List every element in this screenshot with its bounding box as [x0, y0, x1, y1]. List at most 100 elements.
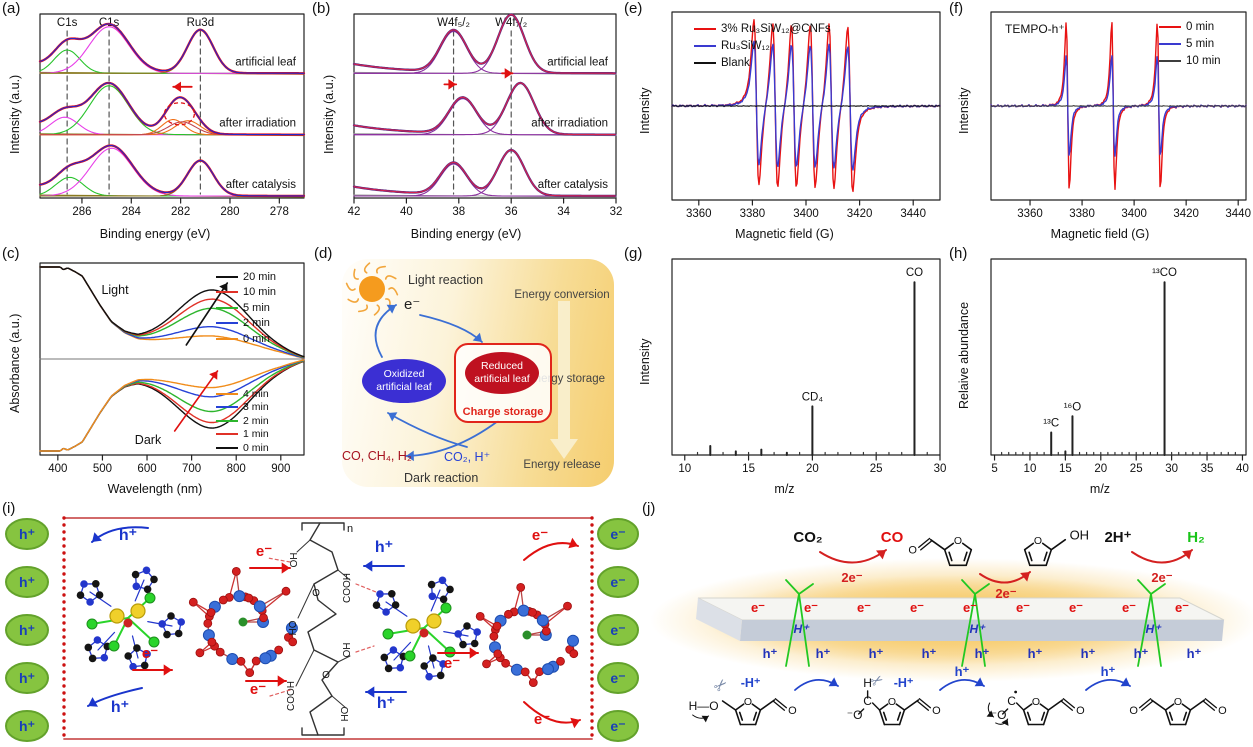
slab-front: [740, 620, 1224, 641]
hole-label: h⁺: [377, 695, 395, 712]
panel-a-ylabel: Intensity (a.u.): [8, 74, 22, 154]
reduced-line2: artificial leaf: [474, 373, 530, 385]
furan-oxygen-label: O: [888, 696, 896, 708]
legend-item: 3 min: [216, 401, 269, 415]
x-tick-label: 38: [452, 206, 465, 218]
electron-label: e⁻: [142, 645, 158, 662]
legend-item: 1 min: [216, 428, 269, 442]
x-tick-label: 900: [271, 463, 290, 475]
hole-carrier: [5, 518, 49, 550]
x-tick-label: 800: [227, 463, 246, 475]
legend-label: Blank: [721, 56, 750, 69]
h2-label: H₂: [1187, 529, 1205, 546]
x-tick-label: 36: [505, 206, 518, 218]
panel-f-letter: (f): [949, 0, 964, 17]
panel-b: (b) 42 40 38 36 34 32 W4f₅/₂ W4f₇/₂ artificial l…: [310, 0, 622, 245]
hole-label: h⁺: [955, 664, 970, 679]
legend-item: 4 min: [216, 387, 269, 401]
slab-hole-label: h⁺: [1028, 646, 1043, 661]
electron-carrier: [597, 662, 639, 694]
panel-a: (a) 286 284 282 280 278 C1s C1s Ru3d artificial …: [0, 0, 310, 245]
oxidized-line1: Oxidized: [383, 368, 425, 381]
x-tick-label: 500: [93, 463, 112, 475]
furan-oxygen-label: O: [1032, 696, 1040, 708]
hole-carrier: [5, 710, 49, 742]
legend-swatch: [216, 392, 238, 395]
panel-g: (g) 10 15 20 25 30 CD₄ CO Intensity m/z: [622, 245, 947, 500]
aldehyde-o-label: O: [1129, 705, 1138, 717]
xps-w4f-chart: 42 40 38 36 34 32 W4f₅/₂ W4f₇/₂ artificial leaf a…: [348, 13, 622, 218]
slab-hole-label: h⁺: [1187, 646, 1202, 661]
slab-hole-label: h⁺: [763, 646, 778, 661]
slab-electron-label: e⁻: [1016, 600, 1030, 615]
x-tick-label: 3440: [1225, 208, 1251, 220]
panel-h: (h) 5 10 15 20 25 30 35 40 ¹³C ¹⁶O ¹³CO Relaive ab…: [947, 245, 1253, 500]
proton-label: H⁺: [1146, 622, 1163, 636]
x-tick-label: 3360: [686, 208, 712, 220]
panel-c-letter: (c): [2, 245, 20, 262]
dark-region-label: Dark: [134, 433, 162, 447]
slab-electron-label: e⁻: [804, 600, 818, 615]
hole-carrier-label: h⁺: [19, 622, 35, 638]
x-tick-label: 600: [137, 463, 156, 475]
hole-carrier: [5, 662, 49, 694]
ru-complex: [372, 576, 482, 681]
slab-hole-label: h⁺: [975, 646, 990, 661]
legend-swatch: [694, 44, 716, 47]
ether-o-label: O: [312, 588, 320, 599]
reduced-line1: Reduced: [480, 360, 524, 373]
legend-item: 5 min: [1159, 35, 1221, 52]
electron-label: e⁻: [250, 681, 266, 698]
legend-swatch: [216, 433, 238, 436]
electron-carrier: [597, 518, 639, 550]
x-tick-label: 40: [400, 206, 413, 218]
panel-b-xlabel: Binding energy (eV): [410, 227, 522, 241]
slab-side: [696, 598, 742, 641]
slab-top: [697, 597, 1225, 621]
legend-label: 3 min: [243, 401, 269, 414]
charge-transfer-diagram: h⁺ h⁺ h⁺ h⁺ h⁺ e⁻ e⁻ e⁻ e⁻ e⁻ n O O OH COOH HO OH COOH HO h…: [5, 516, 639, 742]
hole-carrier-label: h⁺: [19, 718, 35, 734]
x-tick-label: 32: [610, 206, 622, 218]
panel-j: (j) H⁺ H⁺ H⁺ e⁻ e⁻ e⁻ e⁻ e⁻ e⁻ e⁻ e⁻ e⁻ h⁺ h⁺ h⁺ h⁺ h⁺ h⁺…: [640, 500, 1253, 747]
slab-electron-label: e⁻: [1069, 600, 1083, 615]
x-tick-label: 25: [870, 463, 883, 475]
h-label: H: [863, 676, 872, 690]
trace-label: artificial leaf: [547, 56, 609, 68]
slab-hole-label: h⁺: [816, 646, 831, 661]
panel-h-ylabel: Relaive abundance: [957, 301, 971, 409]
x-tick-label: 278: [270, 206, 289, 218]
hole-label: h⁺: [1101, 664, 1116, 679]
aldehyde-o-label: O: [788, 705, 797, 717]
legend-swatch: [694, 27, 716, 30]
x-tick-label: 3420: [847, 208, 873, 220]
panel-h-xlabel: m/z: [1089, 482, 1111, 496]
proton-label: H⁺: [970, 622, 987, 636]
polyoxometalate-cluster: [475, 583, 579, 688]
tempo-annotation: TEMPO-h⁺: [1005, 22, 1065, 36]
legend-swatch: [216, 322, 238, 325]
charge-storage-box: Reduced artificial leaf Charge storage: [454, 343, 552, 423]
x-tick-label: 34: [557, 206, 570, 218]
furan-oxygen-label: O: [954, 535, 962, 547]
x-tick-label: 286: [72, 206, 91, 218]
x-tick-label: 10: [1024, 463, 1037, 475]
x-tick-label: 3400: [1121, 208, 1147, 220]
peak-guide-label: W4f₇/₂: [495, 17, 527, 29]
ru-complex: [76, 566, 185, 671]
slab-hole-label: h⁺: [1081, 646, 1096, 661]
ether-o-label: O: [322, 670, 330, 681]
x-tick-label: 3360: [1017, 208, 1043, 220]
legend-label: 2 min: [243, 317, 270, 330]
electron-carrier: [597, 710, 639, 742]
panel-f-ylabel: Intensity: [957, 87, 971, 134]
legend-swatch: [216, 446, 238, 449]
legend-item: 20 min: [216, 269, 276, 285]
legend-label: 3% Ru₃SiW₁₂@CNFs: [721, 22, 831, 35]
2h-label: 2H⁺: [1104, 529, 1131, 546]
trace-label: artificial leaf: [235, 56, 297, 68]
x-tick-label: 20: [1094, 463, 1107, 475]
x-tick-label: 3420: [1173, 208, 1199, 220]
